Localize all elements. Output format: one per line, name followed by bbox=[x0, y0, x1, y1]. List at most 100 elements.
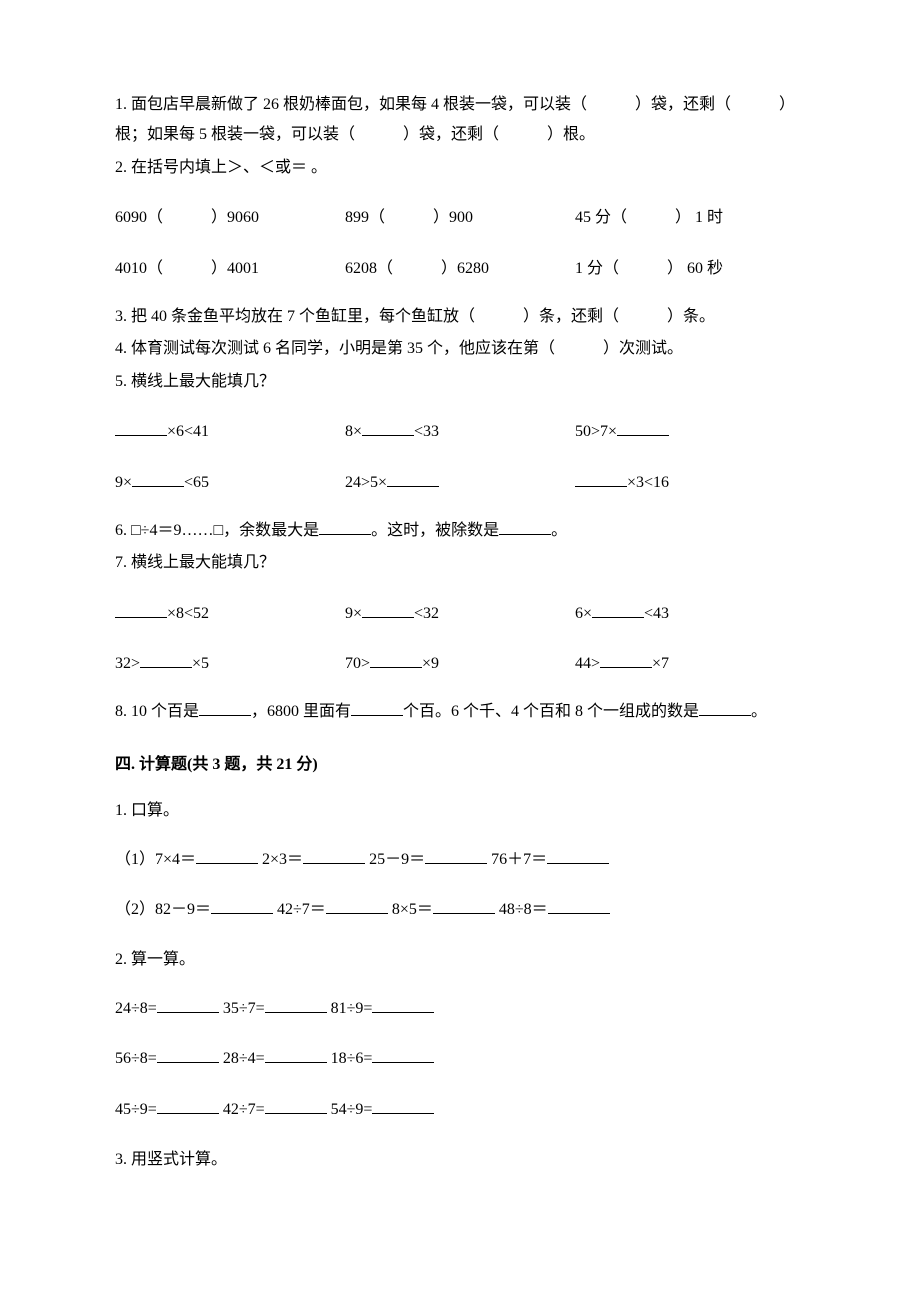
blank bbox=[115, 420, 167, 436]
s4-q2: 2. 算一算。 bbox=[115, 945, 805, 975]
s4-q1-r1a: （1）7×4＝ bbox=[115, 851, 196, 868]
s4-q2-row-1: 24÷8= 35÷7= 81÷9= bbox=[115, 994, 805, 1024]
q7-r2c1b: ×5 bbox=[192, 655, 209, 672]
q2-r1c1: 6090（ ）9060 bbox=[115, 203, 345, 233]
blank bbox=[499, 519, 551, 535]
s4-q2-r1c: 81÷9= bbox=[327, 1000, 373, 1017]
s4-q3: 3. 用竖式计算。 bbox=[115, 1145, 805, 1175]
question-6: 6. □÷4＝9……□，余数最大是。这时，被除数是。 bbox=[115, 516, 805, 546]
q8d: 。 bbox=[751, 703, 767, 720]
question-7-row-2: 32>×5 70> ×9 44>×7 bbox=[115, 649, 805, 679]
q2-r2c3: 1 分（ ） 60 秒 bbox=[575, 254, 805, 284]
q2-r1c2: 899（ ）900 bbox=[345, 203, 575, 233]
q7-r2c2b: ×9 bbox=[422, 655, 439, 672]
blank bbox=[157, 1047, 219, 1063]
s4-q2-row-2: 56÷8= 28÷4= 18÷6= bbox=[115, 1044, 805, 1074]
q8b: ，6800 里面有 bbox=[251, 703, 351, 720]
q7-r2c2: 70> ×9 bbox=[345, 649, 575, 679]
blank bbox=[370, 652, 422, 668]
question-5-row-1: ×6<41 8× <33 50>7× bbox=[115, 417, 805, 447]
blank bbox=[362, 420, 414, 436]
blank bbox=[132, 471, 184, 487]
s4-q2-r3c: 54÷9= bbox=[327, 1101, 373, 1118]
blank bbox=[211, 898, 273, 914]
blank bbox=[157, 997, 219, 1013]
s4-q1-r1b: 2×3＝ bbox=[258, 851, 303, 868]
blank bbox=[617, 420, 669, 436]
s4-q1-r2b: 42÷7＝ bbox=[273, 901, 326, 918]
blank bbox=[362, 602, 414, 618]
q5-r1c2: 8× <33 bbox=[345, 417, 575, 447]
q7-r1c3a: 6× bbox=[575, 605, 592, 622]
s4-q2-r3b: 42÷7= bbox=[219, 1101, 265, 1118]
blank bbox=[351, 700, 403, 716]
blank bbox=[387, 471, 439, 487]
blank bbox=[372, 997, 434, 1013]
q5-r1c1b: ×6<41 bbox=[167, 423, 209, 440]
q2-r2c1: 4010（ ）4001 bbox=[115, 254, 345, 284]
s4-q2-r2c: 18÷6= bbox=[327, 1050, 373, 1067]
q5-r2c1: 9× <65 bbox=[115, 468, 345, 498]
blank bbox=[265, 1047, 327, 1063]
s4-q1-row-1: （1）7×4＝ 2×3＝ 25－9＝ 76＋7＝ bbox=[115, 845, 805, 875]
q6a: 6. □÷4＝9……□，余数最大是 bbox=[115, 522, 319, 539]
q2-r1c3: 45 分（ ） 1 时 bbox=[575, 203, 805, 233]
s4-q2-r3a: 45÷9= bbox=[115, 1101, 157, 1118]
blank bbox=[600, 652, 652, 668]
blank bbox=[196, 848, 258, 864]
q5-r1c2a: 8× bbox=[345, 423, 362, 440]
q7-r1c3b: <43 bbox=[644, 605, 669, 622]
question-5-row-2: 9× <65 24>5× ×3<16 bbox=[115, 468, 805, 498]
q5-r2c1a: 9× bbox=[115, 474, 132, 491]
blank bbox=[433, 898, 495, 914]
question-2-row-1: 6090（ ）9060 899（ ）900 45 分（ ） 1 时 bbox=[115, 203, 805, 233]
blank bbox=[372, 1047, 434, 1063]
s4-q1-row-2: （2）82－9＝ 42÷7＝ 8×5＝ 48÷8＝ bbox=[115, 895, 805, 925]
question-1: 1. 面包店早晨新做了 26 根奶棒面包，如果每 4 根装一袋，可以装（ ）袋，… bbox=[115, 90, 805, 151]
blank bbox=[425, 848, 487, 864]
s4-q1: 1. 口算。 bbox=[115, 796, 805, 826]
q5-r2c2a: 24>5× bbox=[345, 474, 387, 491]
s4-q1-r2d: 48÷8＝ bbox=[495, 901, 548, 918]
s4-q2-row-3: 45÷9= 42÷7= 54÷9= bbox=[115, 1095, 805, 1125]
blank bbox=[140, 652, 192, 668]
q7-r2c1: 32>×5 bbox=[115, 649, 345, 679]
q5-r2c3: ×3<16 bbox=[575, 468, 805, 498]
blank bbox=[319, 519, 371, 535]
blank bbox=[592, 602, 644, 618]
question-3: 3. 把 40 条金鱼平均放在 7 个鱼缸里，每个鱼缸放（ ）条，还剩（ ）条。 bbox=[115, 302, 805, 332]
blank bbox=[548, 898, 610, 914]
s4-q1-r2c: 8×5＝ bbox=[388, 901, 433, 918]
q7-r2c2a: 70> bbox=[345, 655, 370, 672]
s4-q1-r1c: 25－9＝ bbox=[365, 851, 425, 868]
s4-q2-r1b: 35÷7= bbox=[219, 1000, 265, 1017]
q8a: 8. 10 个百是 bbox=[115, 703, 199, 720]
q7-r1c2: 9× <32 bbox=[345, 599, 575, 629]
blank bbox=[372, 1098, 434, 1114]
q7-r1c2b: <32 bbox=[414, 605, 439, 622]
blank bbox=[575, 471, 627, 487]
q7-r1c3: 6× <43 bbox=[575, 599, 805, 629]
s4-q2-r2b: 28÷4= bbox=[219, 1050, 265, 1067]
q7-r2c3b: ×7 bbox=[652, 655, 669, 672]
q5-r1c2b: <33 bbox=[414, 423, 439, 440]
s4-q2-r2a: 56÷8= bbox=[115, 1050, 157, 1067]
q8c: 个百。6 个千、4 个百和 8 个一组成的数是 bbox=[403, 703, 699, 720]
s4-q1-r1d: 76＋7＝ bbox=[487, 851, 547, 868]
q5-r1c3: 50>7× bbox=[575, 417, 805, 447]
q7-r1c1: ×8<52 bbox=[115, 599, 345, 629]
q5-r2c2: 24>5× bbox=[345, 468, 575, 498]
question-2-row-2: 4010（ ）4001 6208（ ）6280 1 分（ ） 60 秒 bbox=[115, 254, 805, 284]
blank bbox=[326, 898, 388, 914]
blank bbox=[547, 848, 609, 864]
q2-r2c2: 6208（ ）6280 bbox=[345, 254, 575, 284]
q6c: 。 bbox=[551, 522, 567, 539]
q5-r2c1b: <65 bbox=[184, 474, 209, 491]
question-8: 8. 10 个百是 ，6800 里面有 个百。6 个千、4 个百和 8 个一组成的数… bbox=[115, 697, 805, 727]
q7-r1c2a: 9× bbox=[345, 605, 362, 622]
section-4-title: 四. 计算题(共 3 题，共 21 分) bbox=[115, 750, 805, 780]
q7-r1c1b: ×8<52 bbox=[167, 605, 209, 622]
blank bbox=[265, 997, 327, 1013]
q5-r1c1: ×6<41 bbox=[115, 417, 345, 447]
q7-r2c3: 44>×7 bbox=[575, 649, 805, 679]
